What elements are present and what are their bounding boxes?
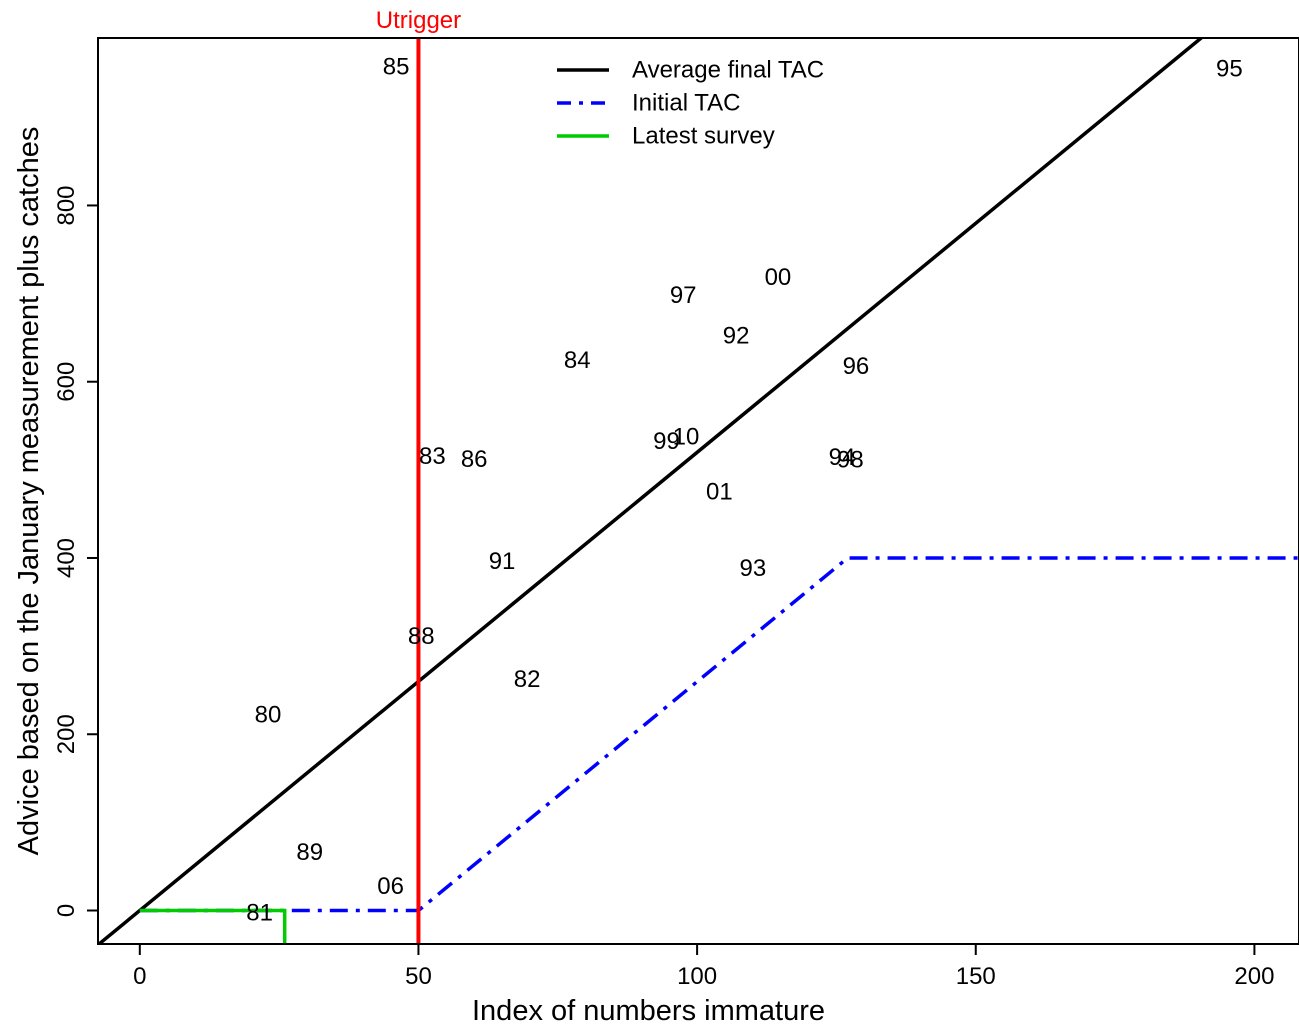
y-tick-label: 400: [53, 538, 80, 578]
legend-label-initial-tac-line: Initial TAC: [632, 90, 740, 117]
y-tick-label: 0: [53, 904, 80, 917]
legend-label-latest-survey-line: Latest survey: [632, 123, 775, 150]
point-labels: 80 81 82 83 84 85 86 88 89 91 92 93 94 95 96 97 98 99 00 01…: [246, 54, 1242, 927]
point-label-95: 95: [1216, 55, 1243, 82]
point-label-81: 81: [246, 900, 273, 927]
point-label-84: 84: [564, 347, 591, 374]
series-lines: [98, 38, 1299, 944]
point-label-01: 01: [706, 478, 733, 505]
point-label-86: 86: [461, 446, 488, 473]
x-tick-label: 50: [405, 963, 432, 990]
point-label-83: 83: [419, 443, 446, 470]
y-tick-label: 200: [53, 714, 80, 754]
point-label-91: 91: [489, 548, 516, 575]
point-label-93: 93: [739, 555, 766, 582]
y-tick-label: 600: [53, 362, 80, 402]
latest-survey-line: [139, 908, 287, 944]
point-label-06: 06: [377, 873, 404, 900]
point-label-85: 85: [383, 54, 410, 81]
x-tick-label: 150: [956, 963, 996, 990]
point-label-96: 96: [843, 353, 870, 380]
x-axis-title: Index of numbers immature: [472, 995, 825, 1026]
point-label-10: 10: [673, 424, 700, 451]
x-tick-label: 200: [1234, 963, 1274, 990]
utrigger-label: Utrigger: [376, 7, 461, 34]
x-tick-label: 100: [677, 963, 717, 990]
point-label-00: 00: [765, 264, 792, 291]
point-label-82: 82: [514, 666, 541, 693]
legend-label-average-final-tac-line: Average final TAC: [632, 57, 824, 84]
y-tick-label: 800: [53, 185, 80, 225]
point-label-94: 94: [829, 444, 856, 471]
point-label-99: 99: [653, 428, 680, 455]
plot-frame: [97, 37, 1299, 945]
point-label-92: 92: [723, 322, 750, 349]
point-label-80: 80: [255, 701, 282, 728]
point-label-98: 98: [837, 447, 864, 474]
point-label-97: 97: [670, 282, 697, 309]
annotations: Utrigger: [376, 7, 461, 944]
point-label-88: 88: [408, 623, 435, 650]
legend: Average final TAC Initial TAC Latest surve…: [557, 57, 824, 150]
x-tick-label: 0: [133, 963, 146, 990]
average-final-tac-line: [98, 38, 1204, 944]
point-label-89: 89: [296, 839, 323, 866]
axes: 0 50 100 150 200 0 200 400 600 800 Index of number…: [13, 37, 1299, 1026]
y-axis-title: Advice based on the January measurement …: [13, 127, 45, 856]
